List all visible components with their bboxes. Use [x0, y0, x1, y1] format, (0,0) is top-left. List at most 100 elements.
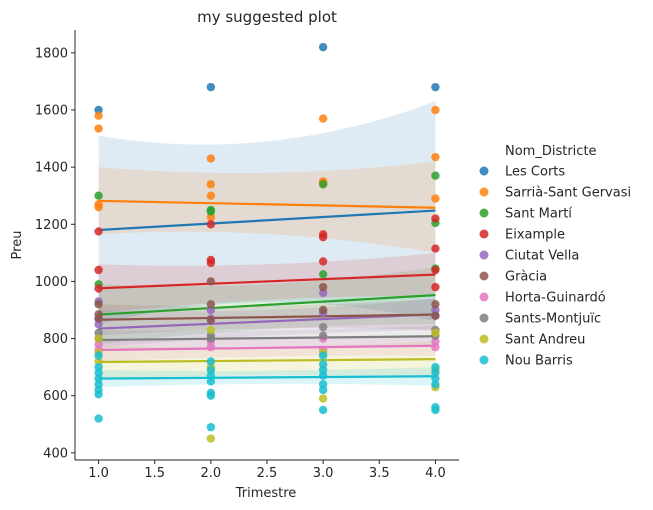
data-point	[206, 377, 216, 386]
data-point	[206, 342, 216, 352]
regression-line	[98, 199, 436, 209]
data-point	[431, 194, 440, 203]
legend-item: Sant Martí	[505, 207, 572, 222]
data-point	[206, 220, 216, 229]
y-tick-label: 1200	[35, 218, 68, 233]
data-point	[318, 305, 328, 315]
regression-lines	[98, 199, 436, 380]
data-point	[431, 214, 440, 223]
data-point	[94, 414, 103, 423]
legend-item: Nou Barris	[505, 354, 573, 369]
y-tick-label: 600	[43, 389, 68, 404]
legend-title: Nom_Districte	[505, 144, 597, 159]
data-point	[206, 277, 216, 286]
data-point	[206, 180, 216, 189]
x-tick-label: 3.0	[313, 466, 334, 481]
regression-line	[98, 313, 436, 321]
data-point	[94, 191, 103, 200]
x-tick-label: 2.5	[257, 466, 278, 481]
data-point	[318, 331, 328, 340]
legend-marker	[479, 187, 489, 197]
data-point	[94, 314, 103, 323]
data-point	[431, 380, 440, 389]
legend-item: Sants-Montjuïc	[505, 312, 601, 327]
regression-line	[98, 344, 436, 352]
data-point	[431, 244, 440, 253]
data-point	[206, 391, 216, 400]
data-point	[318, 371, 328, 380]
legend-marker	[479, 334, 489, 344]
data-point	[94, 124, 103, 133]
legend-marker	[479, 166, 489, 176]
axes: 1.0 1.5 2.0 2.5 3.0 3.5 4.0 400 600 800 1000 1200 14…	[35, 30, 459, 481]
regression-line	[98, 313, 436, 330]
legend-marker	[479, 208, 489, 218]
regression-line	[98, 375, 436, 380]
legend-item: Horta-Guinardó	[505, 291, 606, 306]
y-tick-label: 1000	[35, 275, 68, 290]
legend-item: Sarrià-Sant Gervasi	[505, 186, 631, 201]
data-point	[431, 282, 440, 292]
data-point	[206, 207, 216, 216]
data-point	[431, 300, 440, 309]
data-point	[94, 390, 103, 399]
data-point	[206, 191, 216, 200]
y-axis-label: Preu	[10, 231, 25, 260]
data-point	[318, 180, 328, 189]
regression-line	[98, 273, 436, 290]
regression-line	[98, 209, 436, 232]
y-tick-label: 800	[43, 332, 68, 347]
y-tick-label: 1400	[35, 161, 68, 176]
data-point	[206, 154, 216, 163]
x-axis-label: Trimestre	[235, 486, 297, 501]
data-point	[206, 258, 216, 268]
data-point	[94, 227, 103, 236]
data-point	[431, 105, 440, 115]
data-point	[431, 405, 440, 415]
data-point	[431, 342, 440, 352]
data-point	[431, 265, 440, 275]
x-tick-label: 1.0	[88, 466, 109, 481]
data-point	[318, 114, 328, 123]
regression-line	[98, 294, 436, 316]
legend-marker	[479, 250, 489, 260]
legend-marker	[479, 292, 489, 302]
data-point	[94, 284, 103, 293]
data-point	[94, 111, 103, 120]
legend-marker	[479, 229, 489, 239]
data-point	[318, 405, 328, 415]
data-point	[318, 232, 328, 242]
legend: Nom_Districte Les Corts Sarrià-Sant Gerva…	[479, 144, 631, 369]
x-tick-label: 2.0	[201, 466, 222, 481]
data-point	[206, 334, 216, 343]
data-point	[318, 282, 328, 292]
data-point	[94, 334, 103, 343]
data-point	[206, 300, 216, 309]
legend-item: Ciutat Vella	[505, 249, 579, 264]
data-point	[206, 357, 216, 366]
chart-title: my suggested plot	[197, 8, 337, 26]
y-tick-label: 1800	[35, 46, 68, 61]
data-point	[431, 328, 440, 338]
y-tick-label: 1600	[35, 104, 68, 119]
legend-marker	[479, 271, 489, 281]
data-point	[318, 394, 328, 403]
data-point	[318, 270, 328, 279]
data-point	[431, 311, 440, 320]
scatter-points	[94, 42, 440, 443]
data-point	[94, 265, 103, 275]
legend-item: Gràcia	[505, 270, 547, 285]
regression-line	[98, 358, 436, 364]
data-point	[94, 202, 103, 212]
legend-marker	[479, 313, 489, 323]
data-point	[318, 322, 328, 332]
data-point	[206, 422, 216, 432]
data-point	[318, 385, 328, 395]
data-point	[206, 434, 216, 443]
data-point	[431, 171, 440, 180]
confidence-band	[98, 252, 436, 313]
data-point	[318, 42, 328, 52]
legend-item: Sant Andreu	[505, 333, 585, 348]
data-point	[431, 82, 440, 92]
